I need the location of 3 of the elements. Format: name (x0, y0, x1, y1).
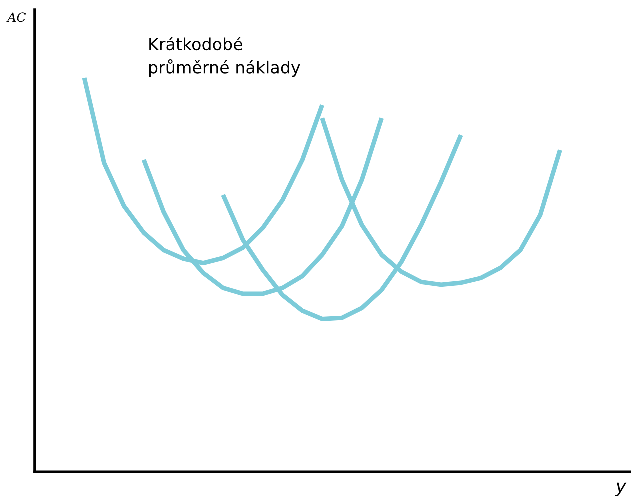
text: Krátkodobé průměrné náklady (149, 37, 300, 78)
y-axis-title: AC (6, 12, 26, 22)
x-axis-title: y (615, 482, 627, 497)
